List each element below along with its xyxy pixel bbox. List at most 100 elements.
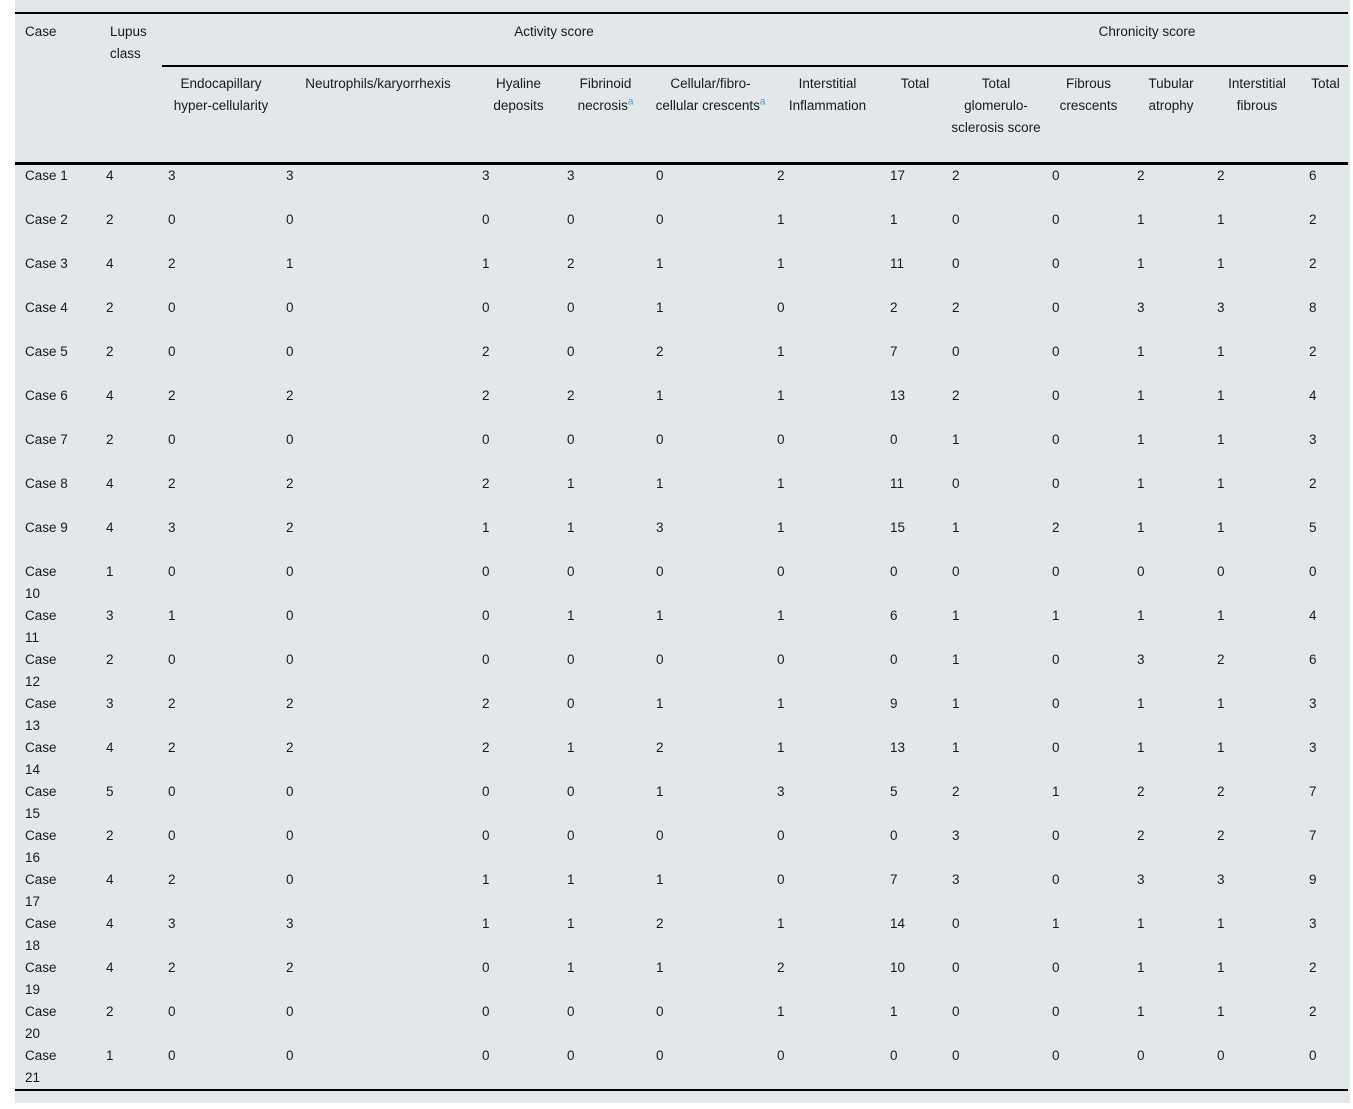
data-cell: 2 (1137, 784, 1145, 799)
data-cell: 1 (656, 476, 664, 491)
data-cell: 0 (482, 652, 490, 667)
data-cell: 3 (1309, 696, 1317, 711)
column-header-label: Total glomerulo-sclerosis score (951, 76, 1041, 135)
data-cell: 4 (106, 916, 114, 931)
data-cell: 1 (952, 520, 960, 535)
data-cell: 4 (106, 388, 114, 403)
data-cell: 2 (286, 960, 294, 975)
table-row: Case 7 2 0 0 0 0 0 0 0 1 0 1 1 3 (15, 429, 1348, 473)
data-cell: 0 (890, 564, 898, 579)
data-cell: 1 (1137, 520, 1145, 535)
data-cell: 2 (1217, 168, 1225, 183)
data-cell: 0 (656, 432, 664, 447)
data-cell: 1 (1217, 212, 1225, 227)
header-case: Case (15, 13, 100, 165)
footnote-marker[interactable]: a (759, 96, 766, 108)
data-cell: 2 (106, 300, 114, 315)
data-cell: 0 (1052, 476, 1060, 491)
data-cell: 0 (168, 564, 176, 579)
data-cell: 2 (656, 344, 664, 359)
table-row: Case 12 2 0 0 0 0 0 0 0 1 0 3 2 6 (15, 649, 1348, 693)
table-row: Case 20 2 0 0 0 0 0 1 1 0 0 1 1 2 (15, 1001, 1348, 1045)
data-cell: 2 (168, 872, 176, 887)
data-cell: 3 (1137, 652, 1145, 667)
data-cell: 9 (890, 696, 898, 711)
table-row: Case 3 4 2 1 1 2 1 1 11 0 0 1 1 2 (15, 253, 1348, 297)
data-cell: 0 (482, 432, 490, 447)
data-cell: 0 (1052, 168, 1060, 183)
table-row: Case 4 2 0 0 0 0 1 0 2 2 0 3 3 8 (15, 297, 1348, 341)
case-cell: Case 9 (25, 520, 68, 535)
data-cell: 4 (106, 520, 114, 535)
footnote-marker[interactable]: a (627, 96, 634, 108)
data-cell: 1 (1217, 344, 1225, 359)
data-cell: 6 (890, 608, 898, 623)
data-cell: 0 (1052, 432, 1060, 447)
data-cell: 0 (1052, 872, 1060, 887)
data-cell: 1 (777, 1004, 785, 1019)
data-cell: 1 (1217, 476, 1225, 491)
column-header-label: Interstitial Inflammation (788, 76, 867, 113)
case-cell: Case 18 (25, 916, 57, 953)
data-cell: 0 (168, 652, 176, 667)
column-header: Neutrophils/karyorrhexis (280, 66, 476, 165)
data-cell: 1 (890, 1004, 898, 1019)
data-cell: 2 (286, 740, 294, 755)
data-cell: 0 (656, 652, 664, 667)
data-cell: 1 (1217, 432, 1225, 447)
data-cell: 2 (286, 476, 294, 491)
data-cell: 0 (1052, 828, 1060, 843)
data-cell: 1 (1137, 960, 1145, 975)
data-cell: 3 (567, 168, 575, 183)
data-cell: 0 (482, 784, 490, 799)
data-cell: 0 (1052, 740, 1060, 755)
data-cell: 0 (286, 300, 294, 315)
data-cell: 0 (482, 960, 490, 975)
data-cell: 0 (777, 432, 785, 447)
data-cell: 1 (1137, 432, 1145, 447)
data-cell: 2 (1137, 828, 1145, 843)
data-cell: 0 (1052, 1004, 1060, 1019)
data-cell: 1 (777, 388, 785, 403)
data-cell: 0 (1052, 1048, 1060, 1063)
data-cell: 1 (777, 740, 785, 755)
data-cell: 0 (1052, 960, 1060, 975)
data-cell: 2 (1217, 784, 1225, 799)
data-cell: 13 (890, 388, 906, 403)
data-cell: 7 (890, 872, 898, 887)
data-cell: 1 (952, 652, 960, 667)
data-cell: 0 (656, 1004, 664, 1019)
case-cell: Case 16 (25, 828, 57, 865)
table-header: Case Lupus class Activity score Chronici… (15, 13, 1349, 165)
case-cell: Case 17 (25, 872, 57, 909)
data-cell: 15 (890, 520, 906, 535)
data-cell: 2 (1217, 828, 1225, 843)
data-cell: 1 (952, 696, 960, 711)
data-cell: 14 (890, 916, 906, 931)
data-cell: 0 (952, 564, 960, 579)
data-cell: 1 (482, 256, 490, 271)
data-cell: 4 (106, 256, 114, 271)
data-cell: 1 (1137, 916, 1145, 931)
column-header: Cellular/fibro-cellular crescentsa (650, 66, 771, 165)
data-cell: 8 (1309, 300, 1317, 315)
data-cell: 4 (1309, 608, 1317, 623)
data-cell: 5 (106, 784, 114, 799)
case-cell: Case 10 (25, 564, 57, 601)
data-cell: 0 (890, 1048, 898, 1063)
header-chronicity-score-group: Chronicity score (946, 13, 1349, 67)
data-cell: 0 (168, 1004, 176, 1019)
data-cell: 0 (777, 1048, 785, 1063)
data-cell: 0 (286, 344, 294, 359)
column-header: Total glomerulo-sclerosis score (946, 66, 1047, 165)
data-cell: 3 (777, 784, 785, 799)
data-cell: 2 (168, 960, 176, 975)
data-cell: 0 (567, 1048, 575, 1063)
data-cell: 0 (1137, 1048, 1145, 1063)
data-cell: 13 (890, 740, 906, 755)
table-row: Case 8 4 2 2 2 1 1 1 11 0 0 1 1 2 (15, 473, 1348, 517)
data-cell: 1 (952, 608, 960, 623)
data-cell: 2 (777, 168, 785, 183)
table-row: Case 6 4 2 2 2 2 1 1 13 2 0 1 1 4 (15, 385, 1348, 429)
data-cell: 0 (482, 828, 490, 843)
